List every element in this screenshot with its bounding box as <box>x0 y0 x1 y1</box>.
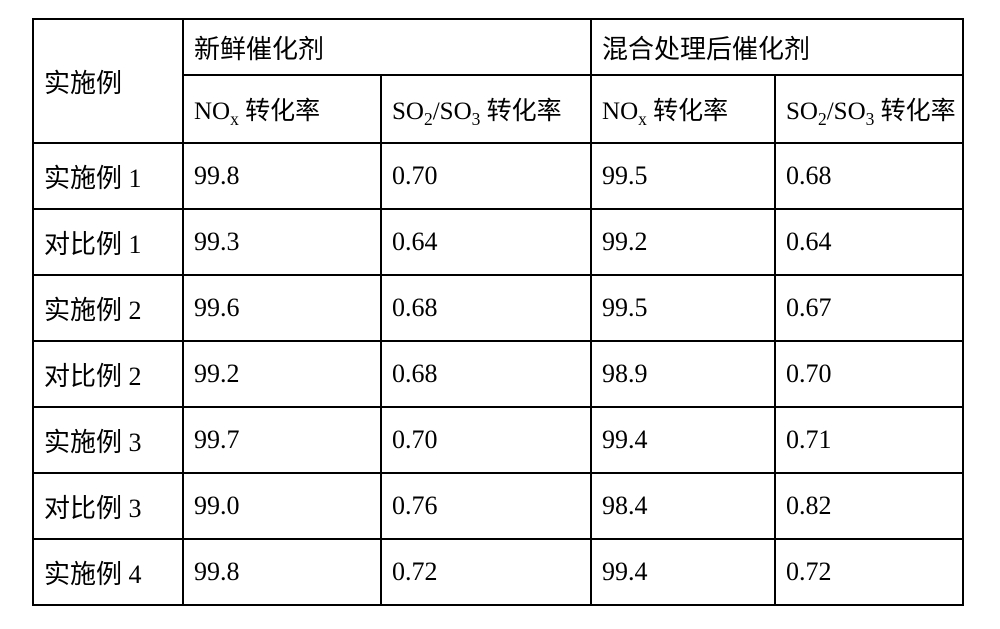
table-head: 实施例 新鲜催化剂 混合处理后催化剂 NOx 转化率 SO2/SO3 转化率 N… <box>33 19 963 143</box>
table-container: 实施例 新鲜催化剂 混合处理后催化剂 NOx 转化率 SO2/SO3 转化率 N… <box>0 0 1000 629</box>
row-label: 实施例 2 <box>33 275 183 341</box>
cell: 99.4 <box>591 539 775 605</box>
cell: 0.71 <box>775 407 963 473</box>
cell: 98.4 <box>591 473 775 539</box>
cell: 98.9 <box>591 341 775 407</box>
nox-label-sub: x <box>230 109 239 129</box>
so-label-sub1: 2 <box>424 109 433 129</box>
cell: 0.72 <box>381 539 591 605</box>
row-label: 实施例 1 <box>33 143 183 209</box>
so-label-pre: SO <box>392 98 424 125</box>
so2-label-pre: SO <box>786 98 818 125</box>
cell: 99.2 <box>183 341 381 407</box>
cell: 0.64 <box>381 209 591 275</box>
cell: 0.68 <box>381 341 591 407</box>
cell: 99.0 <box>183 473 381 539</box>
cell: 99.3 <box>183 209 381 275</box>
so2-label-sub1: 2 <box>818 109 827 129</box>
table-row: 实施例 3 99.7 0.70 99.4 0.71 <box>33 407 963 473</box>
cell: 0.82 <box>775 473 963 539</box>
data-table: 实施例 新鲜催化剂 混合处理后催化剂 NOx 转化率 SO2/SO3 转化率 N… <box>32 18 964 606</box>
cell: 99.8 <box>183 539 381 605</box>
row-label: 对比例 3 <box>33 473 183 539</box>
table-row: 实施例 2 99.6 0.68 99.5 0.67 <box>33 275 963 341</box>
group-header-fresh: 新鲜催化剂 <box>183 19 591 75</box>
so-label-post: 转化率 <box>480 98 561 125</box>
so-label-mid: /SO <box>433 98 472 125</box>
table-row: 对比例 2 99.2 0.68 98.9 0.70 <box>33 341 963 407</box>
cell: 99.8 <box>183 143 381 209</box>
cell: 99.6 <box>183 275 381 341</box>
table-row: 实施例 4 99.8 0.72 99.4 0.72 <box>33 539 963 605</box>
row-label: 对比例 2 <box>33 341 183 407</box>
col-header-nox-fresh: NOx 转化率 <box>183 75 381 143</box>
cell: 99.4 <box>591 407 775 473</box>
cell: 99.5 <box>591 275 775 341</box>
header-row-groups: 实施例 新鲜催化剂 混合处理后催化剂 <box>33 19 963 75</box>
col-header-nox-treated: NOx 转化率 <box>591 75 775 143</box>
nox2-label-sub: x <box>638 109 647 129</box>
cell: 0.67 <box>775 275 963 341</box>
row-label: 实施例 4 <box>33 539 183 605</box>
so2-label-mid: /SO <box>827 98 866 125</box>
col-header-so2so3-fresh: SO2/SO3 转化率 <box>381 75 591 143</box>
cell: 0.70 <box>381 143 591 209</box>
group-header-treated: 混合处理后催化剂 <box>591 19 963 75</box>
nox-label-post: 转化率 <box>239 98 320 125</box>
row-label: 对比例 1 <box>33 209 183 275</box>
cell: 0.64 <box>775 209 963 275</box>
cell: 99.2 <box>591 209 775 275</box>
table-row: 实施例 1 99.8 0.70 99.5 0.68 <box>33 143 963 209</box>
table-row: 对比例 1 99.3 0.64 99.2 0.64 <box>33 209 963 275</box>
row-label: 实施例 3 <box>33 407 183 473</box>
cell: 0.68 <box>775 143 963 209</box>
cell: 0.68 <box>381 275 591 341</box>
cell: 99.5 <box>591 143 775 209</box>
table-row: 对比例 3 99.0 0.76 98.4 0.82 <box>33 473 963 539</box>
col-header-so2so3-treated: SO2/SO3 转化率 <box>775 75 963 143</box>
cell: 0.70 <box>381 407 591 473</box>
cell: 0.72 <box>775 539 963 605</box>
corner-header: 实施例 <box>33 19 183 143</box>
nox-label-pre: NO <box>194 98 230 125</box>
cell: 0.70 <box>775 341 963 407</box>
cell: 99.7 <box>183 407 381 473</box>
nox2-label-post: 转化率 <box>647 98 728 125</box>
cell: 0.76 <box>381 473 591 539</box>
nox2-label-pre: NO <box>602 98 638 125</box>
table-body: 实施例 1 99.8 0.70 99.5 0.68 对比例 1 99.3 0.6… <box>33 143 963 605</box>
so2-label-post: 转化率 <box>874 98 955 125</box>
